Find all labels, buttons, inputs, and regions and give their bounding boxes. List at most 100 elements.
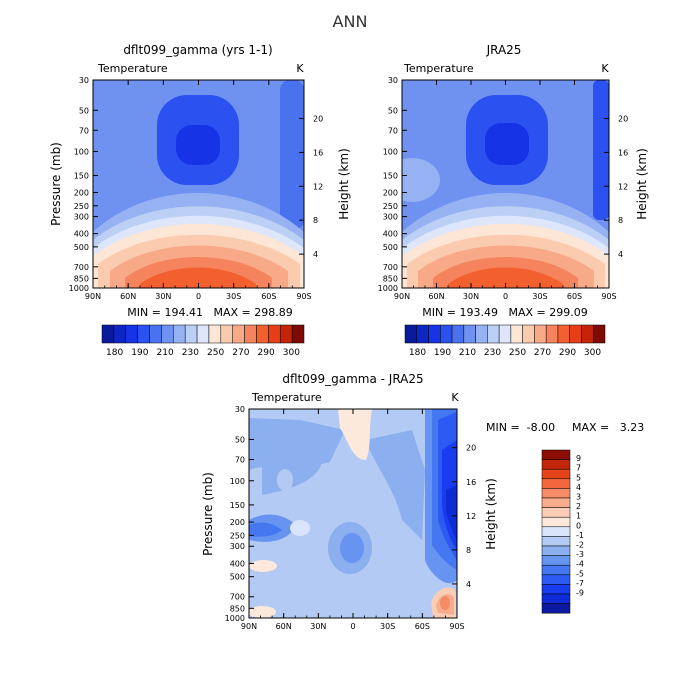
x-tick-label: 90N bbox=[85, 292, 101, 301]
x-tick-label: 90S bbox=[296, 292, 311, 301]
colorbar-label: 270 bbox=[534, 348, 551, 358]
colorbar-label: 7 bbox=[576, 464, 581, 473]
colorbar-swatch bbox=[428, 324, 441, 344]
x-tick-label: 0 bbox=[196, 292, 201, 301]
units-label: K bbox=[451, 391, 459, 404]
colorbar-swatch bbox=[541, 449, 571, 460]
y-axis-label-left: Pressure (mb) bbox=[201, 472, 215, 556]
colorbar-label: 190 bbox=[434, 348, 451, 358]
colorbar-label: -7 bbox=[576, 579, 584, 588]
colorbar-swatch bbox=[451, 324, 465, 344]
colorbar-label: 3 bbox=[576, 492, 581, 501]
panel-title: JRA25 bbox=[486, 43, 522, 57]
colorbar-label: 180 bbox=[409, 348, 426, 358]
colorbar-swatch bbox=[541, 478, 571, 489]
y-axis-label-left: Pressure (mb) bbox=[49, 142, 63, 226]
height-tick-label: 8 bbox=[618, 216, 623, 225]
x-tick-label: 30S bbox=[380, 622, 395, 631]
height-tick-label: 8 bbox=[313, 216, 318, 225]
colorbar-label: 290 bbox=[559, 348, 576, 358]
contour-band bbox=[249, 522, 282, 537]
colorbar-label: 250 bbox=[509, 348, 526, 358]
units-label: K bbox=[296, 62, 304, 75]
colorbar-swatch bbox=[256, 324, 269, 344]
colorbar-swatch bbox=[208, 324, 222, 344]
colorbar-label: -2 bbox=[576, 540, 584, 549]
y-tick-label: 200 bbox=[383, 189, 398, 198]
x-tick-label: 90N bbox=[241, 622, 257, 631]
colorbar-label: 290 bbox=[258, 348, 275, 358]
colorbar-swatch bbox=[541, 536, 571, 547]
height-tick-label: 8 bbox=[466, 546, 471, 555]
height-tick-label: 12 bbox=[466, 512, 476, 521]
contour-field bbox=[249, 409, 457, 618]
x-tick-label: 60S bbox=[415, 622, 430, 631]
min-max-stats: MIN = 194.41 MAX = 298.89 bbox=[127, 306, 292, 319]
contour-band bbox=[365, 430, 425, 540]
colorbar-swatch bbox=[196, 324, 210, 344]
colorbar-swatch bbox=[541, 468, 571, 480]
colorbar-swatch bbox=[592, 324, 606, 344]
y-tick-label: 400 bbox=[74, 230, 89, 239]
units-label: K bbox=[601, 62, 609, 75]
colorbar-label: 2 bbox=[576, 502, 581, 511]
y-axis-label-right: Height (km) bbox=[337, 148, 351, 219]
x-tick-label: 30N bbox=[155, 292, 171, 301]
contour-field bbox=[402, 80, 609, 288]
colorbar-swatch bbox=[541, 584, 571, 595]
height-tick-label: 16 bbox=[466, 478, 476, 487]
colorbar-swatch bbox=[220, 324, 233, 344]
x-tick-label: 90S bbox=[601, 292, 616, 301]
colorbar-swatch bbox=[244, 324, 257, 344]
contour-band bbox=[277, 469, 293, 491]
colorbar-label: 0 bbox=[576, 521, 581, 530]
min-max-stats: MIN = 193.49 MAX = 299.09 bbox=[422, 306, 587, 319]
x-tick-label: 60N bbox=[120, 292, 136, 301]
contour-band bbox=[402, 158, 440, 202]
y-tick-label: 30 bbox=[79, 76, 89, 85]
contour-band bbox=[340, 533, 364, 563]
contour-band bbox=[448, 267, 563, 288]
min-stat: MIN = -8.00 bbox=[486, 421, 555, 434]
colorbar-label: 180 bbox=[106, 348, 123, 358]
variable-label: Temperature bbox=[251, 391, 322, 404]
y-tick-label: 100 bbox=[74, 147, 89, 156]
contour-band bbox=[176, 125, 220, 165]
x-tick-label: 60N bbox=[428, 292, 444, 301]
y-tick-label: 1000 bbox=[69, 284, 89, 293]
colorbar-swatch bbox=[487, 324, 500, 344]
x-tick-label: 60S bbox=[261, 292, 276, 301]
height-tick-label: 12 bbox=[618, 182, 628, 191]
colorbar-swatch bbox=[557, 324, 570, 344]
y-tick-label: 700 bbox=[230, 593, 245, 602]
colorbar-swatch bbox=[541, 593, 571, 604]
colorbar-label: 230 bbox=[182, 348, 199, 358]
contour-band bbox=[485, 123, 529, 165]
colorbar-swatch bbox=[404, 324, 418, 344]
colorbar-label: -9 bbox=[576, 588, 584, 597]
colorbar-label: 190 bbox=[131, 348, 148, 358]
y-tick-label: 300 bbox=[74, 213, 89, 222]
panel-title: dflt099_gamma (yrs 1-1) bbox=[123, 43, 272, 57]
colorbar-swatch bbox=[440, 324, 453, 344]
colorbar-label: -4 bbox=[576, 560, 584, 569]
panel-model: dflt099_gamma (yrs 1-1) Temperature K 90… bbox=[49, 43, 351, 358]
y-tick-label: 500 bbox=[383, 243, 398, 252]
colorbar-swatch bbox=[268, 324, 281, 344]
colorbar-swatch bbox=[279, 324, 293, 344]
height-tick-label: 16 bbox=[313, 148, 323, 157]
colorbar-swatch bbox=[541, 564, 571, 576]
colorbar-swatch bbox=[541, 497, 571, 508]
colorbar-swatch bbox=[416, 324, 429, 344]
x-tick-label: 90N bbox=[394, 292, 410, 301]
y-tick-label: 850 bbox=[230, 604, 245, 613]
colorbar-swatch bbox=[541, 516, 571, 528]
contour-band bbox=[262, 452, 322, 495]
colorbar-swatch bbox=[569, 324, 582, 344]
figure-title: ANN bbox=[333, 12, 368, 31]
y-tick-label: 300 bbox=[383, 213, 398, 222]
colorbar-label: -5 bbox=[576, 569, 584, 578]
y-tick-label: 250 bbox=[230, 531, 245, 540]
y-tick-label: 200 bbox=[74, 189, 89, 198]
